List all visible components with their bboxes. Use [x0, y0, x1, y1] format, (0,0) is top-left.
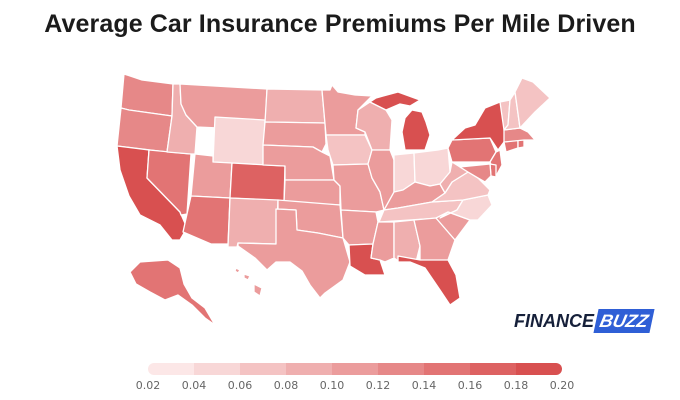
legend-swatch — [516, 363, 562, 375]
legend-swatch — [424, 363, 470, 375]
legend-swatch — [194, 363, 240, 375]
map-title: Average Car Insurance Premiums Per Mile … — [44, 10, 636, 38]
legend-tick-label: 0.12 — [365, 379, 391, 392]
legend-tick-labels: 0.02 0.04 0.06 0.08 0.10 0.12 0.14 0.16 0.18 0.20 — [136, 379, 575, 395]
financebuzz-logo: FINANCE BUZZ — [514, 309, 655, 333]
legend-swatch — [286, 363, 332, 375]
legend-tick-label: 0.18 — [503, 379, 529, 392]
legend-tick-label: 0.08 — [273, 379, 299, 392]
state-PA — [447, 137, 497, 163]
legend-tick-label: 0.04 — [181, 379, 207, 392]
state-ND — [264, 88, 326, 124]
state-OR — [116, 107, 173, 153]
state-AR — [340, 209, 379, 246]
state-FL — [397, 255, 461, 306]
state-ME — [514, 77, 551, 129]
legend-tick-label: 0.20 — [549, 379, 575, 392]
logo-word-finance: FINANCE — [514, 311, 594, 331]
legend-swatch — [378, 363, 424, 375]
state-MI — [369, 91, 431, 151]
logo-word-buzz: BUZZ — [593, 309, 655, 333]
legend-tick-label: 0.14 — [411, 379, 437, 392]
legend-swatch — [148, 363, 194, 375]
state-CO — [229, 162, 286, 202]
legend-tick-label: 0.06 — [227, 379, 253, 392]
state-AK — [129, 259, 216, 326]
state-NC — [439, 194, 493, 221]
legend-tick-label: 0.02 — [135, 379, 161, 392]
legend-swatch — [240, 363, 286, 375]
state-NM — [227, 197, 279, 248]
legend-swatch — [332, 363, 378, 375]
state-RI — [517, 139, 525, 149]
legend-color-bar — [148, 363, 562, 375]
state-TX — [237, 208, 351, 299]
color-scale-legend: 0.02 0.04 0.06 0.08 0.10 0.12 0.14 0.16 0.18 0.20 — [136, 363, 575, 395]
state-HI — [234, 267, 263, 297]
state-WY — [212, 116, 266, 166]
legend-swatch — [470, 363, 516, 375]
state-MD — [459, 163, 492, 183]
legend-tick-label: 0.10 — [319, 379, 345, 392]
state-AZ — [182, 195, 231, 245]
state-MA — [503, 127, 536, 143]
state-IA — [325, 134, 373, 166]
legend-tick-label: 0.16 — [457, 379, 483, 392]
